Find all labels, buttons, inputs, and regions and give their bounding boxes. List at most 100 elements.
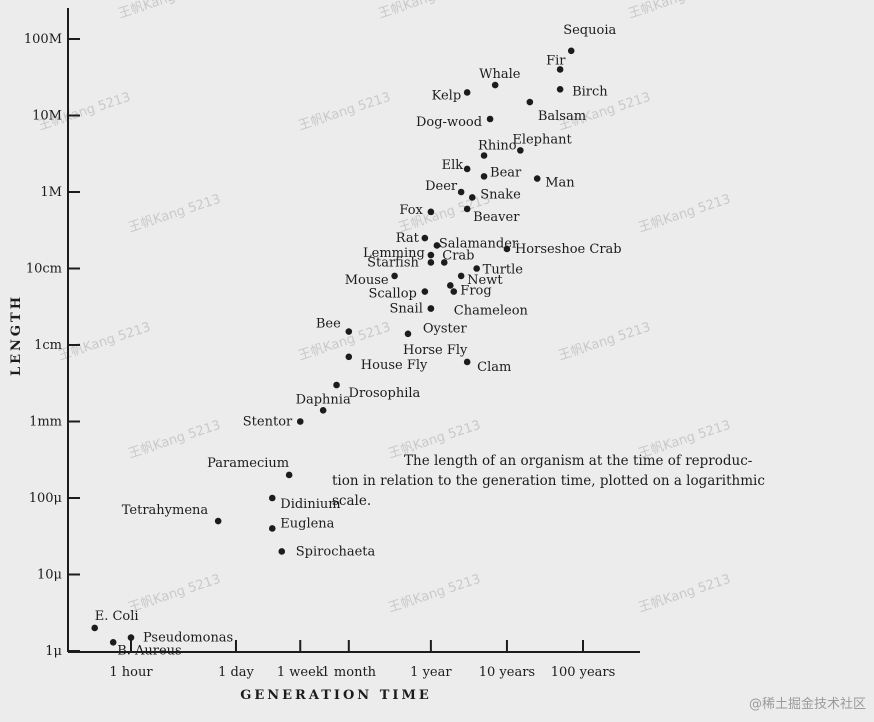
y-axis-ticks: 1μ 10μ 100μ 1mm 1cm 10cm 1M 10M 100M — [24, 32, 80, 659]
point-label: Lemming — [363, 246, 425, 261]
data-point: Scallop — [368, 287, 429, 302]
data-point: Bear — [480, 165, 522, 180]
point-label: Euglena — [280, 516, 334, 531]
y-tick-label: 100M — [24, 32, 62, 47]
point-marker — [463, 89, 471, 96]
point-marker — [503, 245, 511, 253]
watermark-text: 王帆Kang 5213 — [377, 0, 473, 22]
point-label: Drosophila — [349, 386, 421, 401]
point-marker — [463, 165, 471, 173]
point-marker — [127, 634, 135, 641]
data-point: Deer — [425, 179, 465, 196]
y-tick-label: 1μ — [45, 644, 62, 659]
point-label: Horse Fly — [403, 343, 468, 358]
point-label: Crab — [442, 248, 474, 263]
data-point: Frog — [446, 282, 492, 298]
point-label: Rat — [396, 231, 420, 246]
y-tick-label: 1M — [40, 185, 62, 200]
point-marker — [278, 548, 286, 555]
data-point: Salamander — [433, 236, 519, 251]
caption-line-3: scale. — [332, 493, 371, 509]
point-label: Beaver — [473, 210, 520, 225]
point-label: Man — [545, 176, 575, 191]
point-marker — [440, 259, 448, 266]
data-point: Oyster — [423, 305, 468, 337]
point-label: Mouse — [345, 273, 389, 288]
point-label: Kelp — [432, 88, 462, 103]
point-label: Elk — [442, 158, 464, 173]
point-label: Daphnia — [296, 392, 351, 407]
point-marker — [391, 272, 398, 280]
point-marker — [296, 418, 304, 425]
point-label: Horseshoe Crab — [515, 242, 622, 257]
point-label: Pseudomonas — [143, 631, 233, 646]
point-label: Snail — [390, 302, 423, 317]
point-label: Snake — [480, 187, 521, 202]
point-label: Tetrahymena — [122, 503, 209, 518]
point-marker — [345, 353, 353, 361]
point-label: E. Coli — [95, 609, 139, 624]
data-point: Elephant — [512, 132, 572, 154]
point-label: House Fly — [361, 358, 428, 373]
watermark-text: 王帆Kang 5213 — [627, 0, 723, 22]
data-point: Birch — [556, 84, 608, 99]
data-point: Kelp — [432, 88, 471, 103]
point-label: Salamander — [439, 236, 519, 251]
data-point: Bee — [316, 317, 353, 335]
y-tick-label: 1mm — [29, 415, 62, 430]
data-point: Rat — [396, 231, 429, 246]
point-label: Newt — [467, 273, 503, 288]
point-marker — [526, 98, 534, 106]
point-marker — [556, 66, 564, 73]
y-tick-label: 100μ — [29, 491, 62, 506]
data-point: Mouse — [345, 272, 398, 288]
data-point: Snake — [468, 187, 521, 202]
point-label: Whale — [479, 67, 521, 82]
caption-line-2: tion in relation to the generation time,… — [332, 473, 765, 489]
x-tick-label: 1 day — [218, 665, 254, 680]
data-point: Balsam — [526, 98, 586, 124]
point-marker — [463, 358, 471, 366]
data-point: House Fly — [345, 353, 428, 373]
point-marker — [319, 407, 327, 414]
point-label: Elephant — [512, 132, 572, 147]
data-point: Turtle — [473, 263, 523, 278]
point-marker — [427, 305, 435, 312]
watermark-text: 王帆Kang 5213 — [127, 192, 223, 236]
point-marker — [480, 173, 488, 180]
point-label: Bear — [490, 165, 522, 180]
point-label: Deer — [425, 179, 458, 194]
y-tick-label: 1cm — [34, 338, 62, 353]
point-marker — [457, 272, 465, 280]
point-marker — [463, 205, 471, 213]
data-point: Rhino — [478, 139, 517, 159]
data-point: Drosophila — [333, 381, 421, 401]
data-point: Lemming — [363, 246, 435, 261]
point-marker — [491, 81, 499, 89]
y-axis-title: LENGTH — [9, 294, 24, 376]
point-label: Turtle — [483, 263, 524, 278]
point-marker — [567, 47, 575, 55]
y-tick-label: 10M — [32, 109, 62, 124]
point-label: Frog — [460, 283, 491, 298]
point-label: Oyster — [423, 322, 468, 337]
x-tick-label: 1 week — [277, 665, 324, 680]
data-point: Starfish — [367, 255, 435, 270]
point-marker — [421, 234, 429, 242]
point-label: Spirochaeta — [296, 544, 376, 559]
point-marker — [446, 282, 454, 289]
point-marker — [468, 194, 476, 201]
point-marker — [450, 288, 458, 295]
point-label: Stentor — [243, 415, 293, 430]
point-marker — [457, 188, 465, 196]
point-label: Rhino — [478, 139, 517, 154]
data-point: Horseshoe Crab — [503, 242, 622, 257]
data-point: B. Aureus — [109, 638, 182, 658]
point-marker — [427, 251, 435, 259]
y-tick-label: 10cm — [26, 262, 62, 277]
point-marker — [486, 115, 494, 123]
watermark-text: 王帆Kang 5213 — [57, 320, 153, 364]
x-tick-label: 1 month — [322, 665, 377, 680]
point-marker — [109, 638, 117, 646]
